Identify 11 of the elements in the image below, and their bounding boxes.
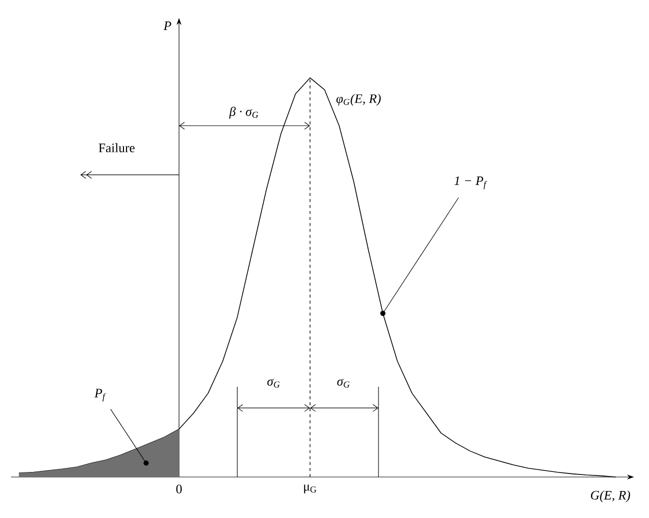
x-tick-label: μ$_{G}$ — [304, 484, 316, 494]
annotation: σ$_{G}$ — [267, 378, 280, 388]
annotation: Failure — [98, 143, 135, 152]
annotation: β · σ$_{G}$ — [229, 106, 258, 119]
y-axis-title: P — [164, 22, 172, 30]
annotation: σ$_{G}$ — [337, 378, 350, 388]
annotation: 1 − P$_{f}$ — [454, 176, 488, 190]
x-axis-title: G(E, R) — [590, 490, 630, 502]
annotation: φ$_{G}$(E, R) — [336, 94, 381, 106]
annotation: P$_{f}$ — [94, 388, 106, 402]
x-tick-label: 0 — [176, 484, 182, 494]
